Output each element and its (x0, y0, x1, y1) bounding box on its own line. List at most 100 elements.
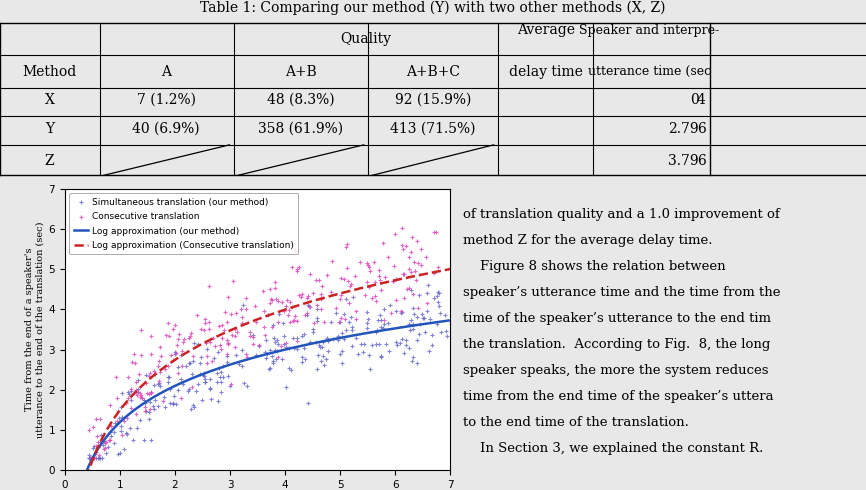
Consecutive translation (138, 403, 152, 411)
Simultaneous translation (our method) (345, 343, 359, 350)
Simultaneous translation (our method) (313, 343, 327, 351)
Simultaneous translation (our method) (126, 437, 140, 444)
Consecutive translation (229, 325, 242, 333)
Simultaneous translation (our method) (410, 313, 424, 320)
Simultaneous translation (our method) (412, 291, 426, 299)
Consecutive translation (158, 365, 172, 373)
Simultaneous translation (our method) (310, 314, 324, 321)
Simultaneous translation (our method) (420, 289, 434, 297)
Simultaneous translation (our method) (203, 384, 216, 392)
Simultaneous translation (our method) (236, 301, 249, 309)
Simultaneous translation (our method) (282, 364, 296, 372)
Simultaneous translation (our method) (395, 308, 409, 316)
Simultaneous translation (our method) (249, 351, 263, 359)
Consecutive translation (152, 377, 166, 385)
Consecutive translation (339, 264, 353, 272)
Consecutive translation (397, 294, 410, 302)
Consecutive translation (249, 318, 263, 326)
Simultaneous translation (our method) (326, 335, 340, 343)
Simultaneous translation (our method) (163, 385, 177, 392)
Consecutive translation (258, 331, 272, 339)
Consecutive translation (236, 313, 249, 321)
Simultaneous translation (our method) (216, 373, 230, 381)
Simultaneous translation (our method) (215, 368, 229, 376)
Consecutive translation (290, 317, 304, 325)
Consecutive translation (345, 280, 359, 288)
Simultaneous translation (our method) (114, 403, 128, 411)
Simultaneous translation (our method) (194, 353, 208, 361)
Simultaneous translation (our method) (316, 352, 330, 360)
Text: delay time: delay time (508, 65, 583, 78)
Text: X: X (44, 93, 55, 107)
Consecutive translation (135, 394, 149, 402)
Simultaneous translation (our method) (374, 353, 388, 361)
Simultaneous translation (our method) (268, 338, 282, 346)
Simultaneous translation (our method) (425, 342, 439, 349)
Simultaneous translation (our method) (115, 389, 129, 397)
Consecutive translation (176, 338, 190, 346)
Simultaneous translation (our method) (335, 347, 349, 355)
Consecutive translation (279, 302, 293, 310)
Simultaneous translation (our method) (384, 301, 397, 309)
Consecutive translation (132, 389, 146, 396)
Text: A+B: A+B (285, 65, 316, 78)
Consecutive translation (242, 333, 256, 341)
Simultaneous translation (our method) (120, 429, 133, 437)
Y-axis label: Time from the end of a speaker's
utterance to the end of the translation (sec): Time from the end of a speaker's utteran… (25, 221, 44, 438)
Consecutive translation (349, 307, 363, 315)
Simultaneous translation (our method) (372, 316, 385, 323)
Simultaneous translation (our method) (433, 309, 447, 317)
Simultaneous translation (our method) (190, 387, 204, 394)
Simultaneous translation (our method) (266, 321, 280, 329)
Consecutive translation (235, 319, 249, 327)
Simultaneous translation (our method) (137, 436, 151, 444)
Simultaneous translation (our method) (260, 336, 274, 344)
Consecutive translation (239, 294, 253, 302)
Consecutive translation (89, 442, 103, 450)
Consecutive translation (240, 353, 254, 361)
Consecutive translation (218, 308, 232, 316)
Consecutive translation (313, 305, 327, 313)
Consecutive translation (285, 303, 299, 311)
Simultaneous translation (our method) (332, 336, 346, 344)
Simultaneous translation (our method) (210, 369, 224, 377)
Simultaneous translation (our method) (406, 304, 420, 312)
Consecutive translation (313, 276, 326, 284)
Consecutive translation (410, 237, 424, 245)
Line: Log approximation (Consecutive translation): Log approximation (Consecutive translati… (81, 269, 450, 490)
Simultaneous translation (our method) (374, 352, 388, 360)
Consecutive translation (190, 311, 204, 319)
Consecutive translation (361, 261, 375, 269)
Consecutive translation (320, 271, 334, 279)
Simultaneous translation (our method) (117, 445, 131, 453)
Text: 4: 4 (697, 93, 706, 107)
Consecutive translation (310, 301, 324, 309)
Consecutive translation (154, 352, 168, 360)
Consecutive translation (280, 296, 294, 304)
Consecutive translation (110, 394, 124, 402)
Simultaneous translation (our method) (270, 347, 284, 355)
Consecutive translation (121, 394, 135, 402)
Text: A+B+C: A+B+C (406, 65, 460, 78)
Consecutive translation (175, 347, 189, 355)
Consecutive translation (282, 306, 296, 314)
Simultaneous translation (our method) (399, 336, 413, 344)
Consecutive translation (200, 352, 214, 360)
Line: Log approximation (our method): Log approximation (our method) (81, 320, 450, 485)
Consecutive translation (201, 359, 215, 367)
Simultaneous translation (our method) (111, 408, 125, 416)
Text: 7 (1.2%): 7 (1.2%) (137, 93, 196, 107)
Consecutive translation (115, 431, 129, 439)
Simultaneous translation (our method) (427, 294, 441, 302)
Consecutive translation (89, 432, 103, 440)
Simultaneous translation (our method) (407, 310, 421, 318)
Consecutive translation (226, 277, 240, 285)
Consecutive translation (166, 356, 180, 364)
Simultaneous translation (our method) (216, 362, 230, 370)
Consecutive translation (263, 285, 277, 293)
Simultaneous translation (our method) (162, 373, 176, 381)
Simultaneous translation (our method) (297, 344, 311, 352)
Log approximation (our method) (294, 343, 305, 349)
Simultaneous translation (our method) (111, 450, 125, 458)
Simultaneous translation (our method) (108, 419, 122, 427)
